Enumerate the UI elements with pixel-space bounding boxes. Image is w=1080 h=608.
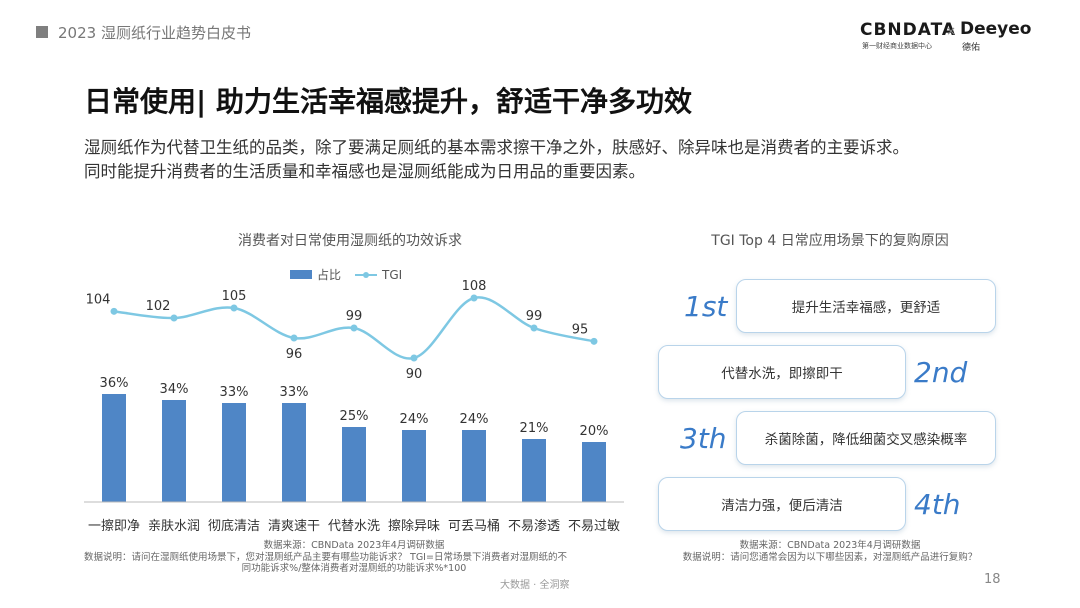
description-line-2: 同时能提升消费者的生活质量和幸福感也是湿厕纸能成为日用品的重要因素。	[84, 162, 645, 181]
category-label-5: 代替水洗	[327, 519, 380, 534]
reason-text-4: 清洁力强，便后清洁	[721, 498, 843, 514]
tgi-point-8	[530, 324, 538, 332]
legend-bar-swatch	[290, 270, 312, 279]
bar-value-label-9: 20%	[580, 424, 609, 439]
reason-box-1: 提升生活幸福感，更舒适	[736, 279, 996, 333]
reason-text-3: 杀菌除菌，降低细菌交叉感染概率	[764, 432, 968, 448]
rank-1: 1st	[684, 290, 728, 323]
tgi-point-3	[230, 304, 238, 312]
tgi-point-9	[590, 337, 598, 345]
bar-value-label-6: 24%	[400, 412, 429, 427]
right-source-notes: 数据来源：CBNData 2023年4月调研数据 数据说明：请问您通常会因为以下…	[660, 540, 1000, 563]
bar-value-label-7: 24%	[460, 412, 489, 427]
tgi-point-2	[170, 314, 178, 322]
description: 湿厕纸作为代替卫生纸的品类，除了要满足厕纸的基本需求擦干净之外，肤感好、除异味也…	[84, 136, 1044, 184]
right-data-source: 数据来源：CBNData 2023年4月调研数据	[739, 540, 921, 551]
bar-6	[402, 430, 426, 502]
reason-text-1: 提升生活幸福感，更舒适	[791, 300, 941, 316]
left-data-note-2: 同功能诉求%/整体消费者对湿厕纸的功能诉求%*100	[241, 563, 467, 574]
rank-3: 3th	[680, 422, 727, 455]
cbndata-logo: CBNDATA	[860, 20, 957, 40]
legend-line-label: TGI	[382, 267, 403, 282]
cbndata-logo-subtitle: 第一财经商业数据中心	[862, 42, 932, 50]
tgi-point-5	[350, 324, 358, 332]
tgi-point-1	[110, 307, 118, 315]
category-label-8: 不易渗透	[507, 519, 560, 534]
tgi-value-label-8: 99	[526, 309, 543, 324]
deeyeo-logo-subtitle: 德佑	[962, 43, 981, 53]
chart-legend: 占比 TGI	[290, 266, 402, 283]
reason-box-3: 杀菌除菌，降低细菌交叉感染概率	[736, 411, 996, 465]
right-data-note: 数据说明：请问您通常会因为以下哪些因素，对湿厕纸产品进行复购？	[682, 551, 978, 563]
chart-title: 消费者对日常使用湿厕纸的功效诉求	[238, 233, 462, 249]
rank-4: 4th	[914, 488, 961, 521]
left-data-note-1: 数据说明：请问在湿厕纸使用场景下，您对湿厕纸产品主要有哪些功能诉求？ TGI=日…	[84, 551, 567, 563]
deeyeo-logo: Deeyeo	[960, 19, 1032, 39]
bar-value-label-5: 25%	[340, 409, 369, 424]
reason-box-4: 清洁力强，便后清洁	[658, 477, 906, 531]
tgi-value-label-6: 90	[406, 367, 423, 382]
legend-line-swatch	[355, 271, 378, 278]
category-label-2: 亲肤水润	[147, 519, 200, 534]
tgi-point-7	[470, 294, 478, 302]
category-label-6: 擦除异味	[387, 519, 440, 534]
bar-value-label-3: 33%	[220, 385, 249, 400]
category-label-9: 不易过敏	[567, 519, 620, 534]
tgi-value-label-5: 99	[346, 309, 363, 324]
tgi-value-label-9: 95	[572, 322, 589, 337]
tgi-value-label-4: 96	[286, 347, 303, 362]
left-source-notes: 数据来源：CBNData 2023年4月调研数据 数据说明：请问在湿厕纸使用场景…	[84, 540, 624, 575]
bar-value-label-4: 33%	[280, 385, 309, 400]
report-title: 2023 湿厕纸行业趋势白皮书	[58, 24, 251, 42]
category-label-3: 彻底清洁	[207, 519, 260, 534]
tgi-value-label-7: 108	[462, 279, 487, 294]
tgi-value-label-1: 104	[86, 292, 111, 307]
bar-value-label-2: 34%	[160, 382, 189, 397]
bar-value-label-8: 21%	[520, 421, 549, 436]
bar-3	[222, 403, 246, 502]
left-data-source: 数据来源：CBNData 2023年4月调研数据	[263, 540, 445, 551]
category-label-1: 一擦即净	[87, 519, 140, 534]
category-label-4: 清爽速干	[267, 519, 320, 534]
bar-8	[522, 439, 546, 502]
tgi-point-4	[290, 334, 298, 342]
tgi-point-6	[410, 354, 418, 362]
page-number: 18	[984, 572, 1001, 587]
reason-text-2: 代替水洗，即擦即干	[721, 366, 843, 382]
legend-bar-label: 占比	[317, 268, 342, 282]
bar-7	[462, 430, 486, 502]
rank-2: 2nd	[914, 356, 968, 389]
tgi-title: TGI Top 4 日常应用场景下的复购原因	[711, 233, 949, 249]
tgi-value-label-3: 105	[222, 289, 247, 304]
bar-9	[582, 442, 606, 502]
bar-5	[342, 427, 366, 502]
bar-2	[162, 400, 186, 502]
reason-box-2: 代替水洗，即擦即干	[658, 345, 906, 399]
logo-separator: ×	[946, 24, 957, 38]
category-label-7: 可丢马桶	[447, 519, 500, 534]
bar-value-label-1: 36%	[100, 376, 129, 391]
page-title: 日常使用| 助力生活幸福感提升，舒适干净多功效	[84, 85, 692, 118]
bar-1	[102, 394, 126, 502]
bar-4	[282, 403, 306, 502]
description-line-1: 湿厕纸作为代替卫生纸的品类，除了要满足厕纸的基本需求擦干净之外，肤感好、除异味也…	[84, 138, 909, 157]
header-marker	[36, 26, 48, 38]
footer-tagline: 大数据 · 全洞察	[500, 580, 570, 591]
tgi-value-label-2: 102	[146, 299, 171, 314]
